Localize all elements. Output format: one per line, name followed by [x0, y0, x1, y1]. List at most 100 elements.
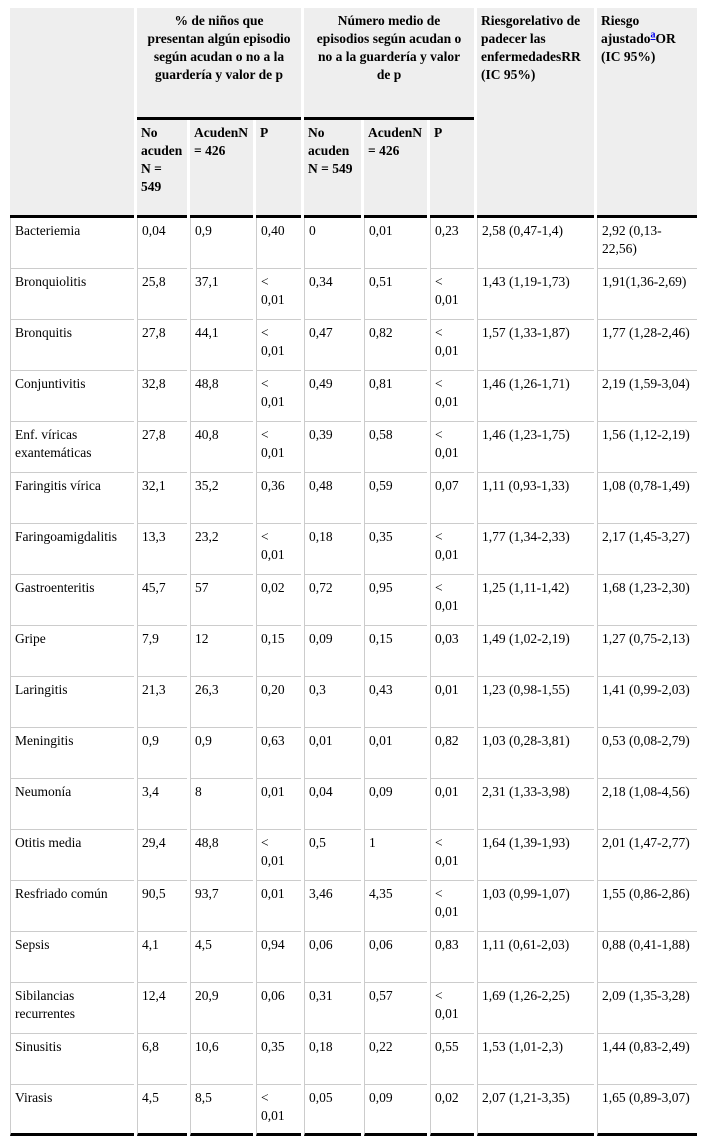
cell-num-no-acuden: 0,31: [304, 983, 362, 1034]
disease-name: Faringoamigdalitis: [10, 524, 134, 575]
disease-name: Laringitis: [10, 677, 134, 728]
cell-rr: 1,77 (1,34-2,33): [477, 524, 595, 575]
disease-name: Resfriado común: [10, 881, 134, 932]
cell-rr: 1,53 (1,01-2,3): [477, 1034, 595, 1085]
disease-name: Bacteriemia: [10, 218, 134, 269]
cell-pct-p: 0,06: [256, 983, 302, 1034]
cell-rr: 1,11 (0,61-2,03): [477, 932, 595, 983]
cell-num-acuden: 0,58: [364, 422, 428, 473]
cell-rr: 1,46 (1,23-1,75): [477, 422, 595, 473]
header-empty-cell: [10, 8, 134, 218]
cell-or: 0,53 (0,08-2,79): [597, 728, 698, 779]
cell-num-p: < 0,01: [430, 524, 475, 575]
disease-name: Sinusitis: [10, 1034, 134, 1085]
footnote-a-link[interactable]: a: [650, 29, 656, 41]
cell-pct-acuden: 40,8: [190, 422, 253, 473]
cell-pct-acuden: 8: [190, 779, 253, 830]
cell-pct-no-acuden: 4,5: [137, 1085, 187, 1136]
cell-or: 1,27 (0,75-2,13): [597, 626, 698, 677]
cell-rr: 1,57 (1,33-1,87): [477, 320, 595, 371]
table-row: Bacteriemia 0,04 0,9 0,40 0 0,01 0,23 2,58 (0,4…: [10, 218, 698, 269]
cell-pct-no-acuden: 3,4: [137, 779, 187, 830]
cell-pct-p: < 0,01: [256, 422, 302, 473]
cell-num-no-acuden: 0,04: [304, 779, 362, 830]
disease-name: Sibilancias recurrentes: [10, 983, 134, 1034]
cell-or: 1,08 (0,78-1,49): [597, 473, 698, 524]
cell-pct-no-acuden: 27,8: [137, 422, 187, 473]
cell-pct-acuden: 48,8: [190, 371, 253, 422]
header-or-suffix: OR (IC 95%): [601, 31, 676, 64]
table-row: Conjuntivitis 32,8 48,8 < 0,01 0,49 0,81 < 0,0…: [10, 371, 698, 422]
cell-num-no-acuden: 0,49: [304, 371, 362, 422]
cell-num-acuden: 0,06: [364, 932, 428, 983]
disease-name: Enf. víricas exantemáticas: [10, 422, 134, 473]
cell-rr: 1,69 (1,26-2,25): [477, 983, 595, 1034]
cell-pct-no-acuden: 6,8: [137, 1034, 187, 1085]
cell-pct-acuden: 0,9: [190, 728, 253, 779]
cell-pct-acuden: 93,7: [190, 881, 253, 932]
cell-num-no-acuden: 3,46: [304, 881, 362, 932]
subheader-num-p: P: [430, 120, 475, 218]
cell-num-p: 0,02: [430, 1085, 475, 1136]
cell-or: 2,01 (1,47-2,77): [597, 830, 698, 881]
table-row: Meningitis 0,9 0,9 0,63 0,01 0,01 0,82 1,03 (0,…: [10, 728, 698, 779]
cell-num-p: < 0,01: [430, 575, 475, 626]
cell-or: 1,91(1,36-2,69): [597, 269, 698, 320]
cell-rr: 2,07 (1,21-3,35): [477, 1085, 595, 1136]
cell-num-p: 0,23: [430, 218, 475, 269]
cell-num-p: 0,82: [430, 728, 475, 779]
cell-or: 1,41 (0,99-2,03): [597, 677, 698, 728]
cell-num-acuden: 0,09: [364, 1085, 428, 1136]
cell-num-p: 0,01: [430, 779, 475, 830]
cell-pct-p: < 0,01: [256, 830, 302, 881]
cell-rr: 1,03 (0,99-1,07): [477, 881, 595, 932]
cell-num-no-acuden: 0,06: [304, 932, 362, 983]
cell-or: 2,19 (1,59-3,04): [597, 371, 698, 422]
table-row: Sinusitis 6,8 10,6 0,35 0,18 0,22 0,55 1,53 (1,…: [10, 1034, 698, 1085]
disease-name: Conjuntivitis: [10, 371, 134, 422]
cell-rr: 1,64 (1,39-1,93): [477, 830, 595, 881]
cell-num-no-acuden: 0,18: [304, 524, 362, 575]
table-body: Bacteriemia 0,04 0,9 0,40 0 0,01 0,23 2,58 (0,4…: [10, 218, 698, 1136]
cell-pct-acuden: 0,9: [190, 218, 253, 269]
cell-rr: 1,49 (1,02-2,19): [477, 626, 595, 677]
subheader-pct-acuden: AcudenN = 426: [190, 120, 253, 218]
cell-pct-p: 0,15: [256, 626, 302, 677]
cell-pct-acuden: 12: [190, 626, 253, 677]
cell-pct-acuden: 8,5: [190, 1085, 253, 1136]
cell-rr: 2,58 (0,47-1,4): [477, 218, 595, 269]
cell-num-p: < 0,01: [430, 371, 475, 422]
cell-pct-p: 0,36: [256, 473, 302, 524]
table-row: Sepsis 4,1 4,5 0,94 0,06 0,06 0,83 1,11 (0,61-2…: [10, 932, 698, 983]
cell-num-acuden: 0,43: [364, 677, 428, 728]
cell-num-no-acuden: 0,72: [304, 575, 362, 626]
cell-pct-p: 0,94: [256, 932, 302, 983]
table-row: Resfriado común 90,5 93,7 0,01 3,46 4,35 < 0,0…: [10, 881, 698, 932]
cell-pct-no-acuden: 90,5: [137, 881, 187, 932]
table-row: Bronquiolitis 25,8 37,1 < 0,01 0,34 0,51 < 0,0…: [10, 269, 698, 320]
subheader-num-acuden: AcudenN = 426: [364, 120, 428, 218]
table-row: Virasis 4,5 8,5 < 0,01 0,05 0,09 0,02 2,07 (1,2…: [10, 1085, 698, 1136]
cell-num-p: 0,01: [430, 677, 475, 728]
subheader-num-no-acuden: No acudenN = 549: [304, 120, 362, 218]
cell-pct-no-acuden: 12,4: [137, 983, 187, 1034]
cell-pct-p: < 0,01: [256, 524, 302, 575]
cell-or: 2,09 (1,35-3,28): [597, 983, 698, 1034]
cell-num-acuden: 0,57: [364, 983, 428, 1034]
cell-rr: 1,23 (0,98-1,55): [477, 677, 595, 728]
cell-pct-p: 0,02: [256, 575, 302, 626]
cell-pct-acuden: 57: [190, 575, 253, 626]
disease-name: Gripe: [10, 626, 134, 677]
cell-pct-p: 0,20: [256, 677, 302, 728]
cell-pct-p: 0,01: [256, 881, 302, 932]
cell-num-no-acuden: 0,47: [304, 320, 362, 371]
cell-or: 2,18 (1,08-4,56): [597, 779, 698, 830]
cell-rr: 2,31 (1,33-3,98): [477, 779, 595, 830]
table-row: Enf. víricas exantemáticas 27,8 40,8 < 0,01…: [10, 422, 698, 473]
header-pct-group: % de niños que presentan algún episodio …: [137, 8, 302, 120]
cell-or: 1,55 (0,86-2,86): [597, 881, 698, 932]
header-or: Riesgo ajustadoaOR (IC 95%): [597, 8, 698, 218]
cell-pct-acuden: 10,6: [190, 1034, 253, 1085]
cell-num-acuden: 0,22: [364, 1034, 428, 1085]
